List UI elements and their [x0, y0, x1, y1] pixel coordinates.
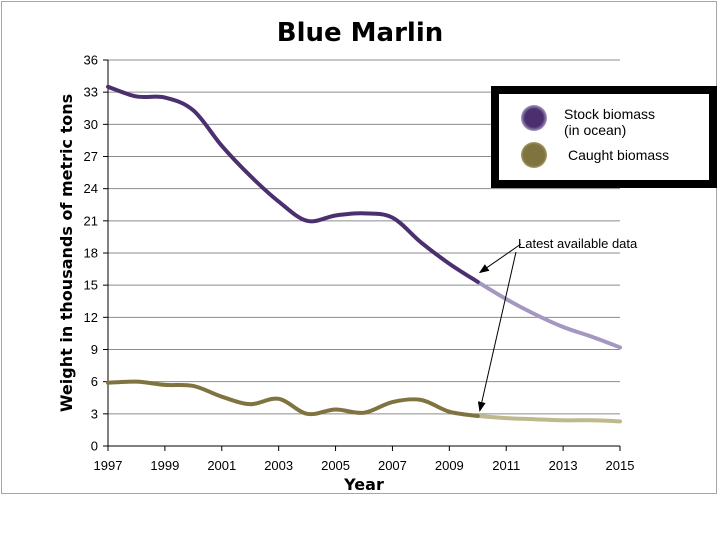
- legend-label-caught: Caught biomass: [568, 147, 669, 163]
- annotation-arrow-caught: [477, 251, 517, 412]
- y-tick-label: 30: [84, 117, 98, 132]
- legend-label-stock-line2: (in ocean): [564, 122, 626, 138]
- y-tick-label: 27: [84, 149, 98, 164]
- series-lines: [106, 84, 622, 424]
- x-axis-title: Year: [343, 475, 384, 494]
- y-tick-label: 9: [91, 342, 98, 357]
- legend-marker-caught: [521, 142, 547, 168]
- x-tick-label: 2015: [606, 458, 635, 473]
- x-axis-ticks: 1997 1999 2001 2003 2005 2007 2009 2011 2013 2015: [94, 446, 635, 473]
- y-tick-label: 36: [84, 53, 98, 68]
- legend-box: [491, 86, 717, 188]
- y-tick-label: 15: [84, 278, 98, 293]
- y-axis-title: Weight in thousands of metric tons: [57, 94, 76, 412]
- x-tick-label: 2009: [435, 458, 464, 473]
- annotation-arrow-stock: [478, 243, 522, 274]
- series-caught-projection-line: [475, 413, 622, 424]
- x-tick-label: 1999: [150, 458, 179, 473]
- x-tick-label: 2003: [264, 458, 293, 473]
- legend: Stock biomass (in ocean) Caught biomass: [491, 86, 717, 188]
- y-tick-label: 21: [84, 213, 98, 228]
- x-tick-label: 2005: [321, 458, 350, 473]
- y-tick-label: 18: [84, 246, 98, 261]
- y-tick-label: 24: [84, 181, 98, 196]
- legend-marker-stock: [521, 105, 547, 131]
- x-tick-label: 2007: [378, 458, 407, 473]
- annotation-text: Latest available data: [518, 236, 638, 251]
- series-stock-projection-line: [475, 279, 622, 350]
- y-tick-label: 3: [91, 406, 98, 421]
- chart-title: Blue Marlin: [277, 18, 444, 48]
- y-tick-label: 6: [91, 374, 98, 389]
- legend-label-stock-line1: Stock biomass: [564, 106, 655, 122]
- x-tick-label: 2011: [492, 458, 520, 473]
- x-tick-label: 1997: [94, 458, 123, 473]
- x-tick-label: 2013: [549, 458, 578, 473]
- y-tick-label: 0: [91, 439, 98, 454]
- x-tick-label: 2001: [207, 458, 236, 473]
- y-tick-label: 12: [84, 310, 98, 325]
- series-stock-line: [106, 84, 480, 284]
- series-caught-line: [106, 379, 480, 418]
- annotation: Latest available data: [477, 236, 638, 412]
- y-tick-label: 33: [84, 85, 98, 100]
- chart-frame: [1, 1, 717, 494]
